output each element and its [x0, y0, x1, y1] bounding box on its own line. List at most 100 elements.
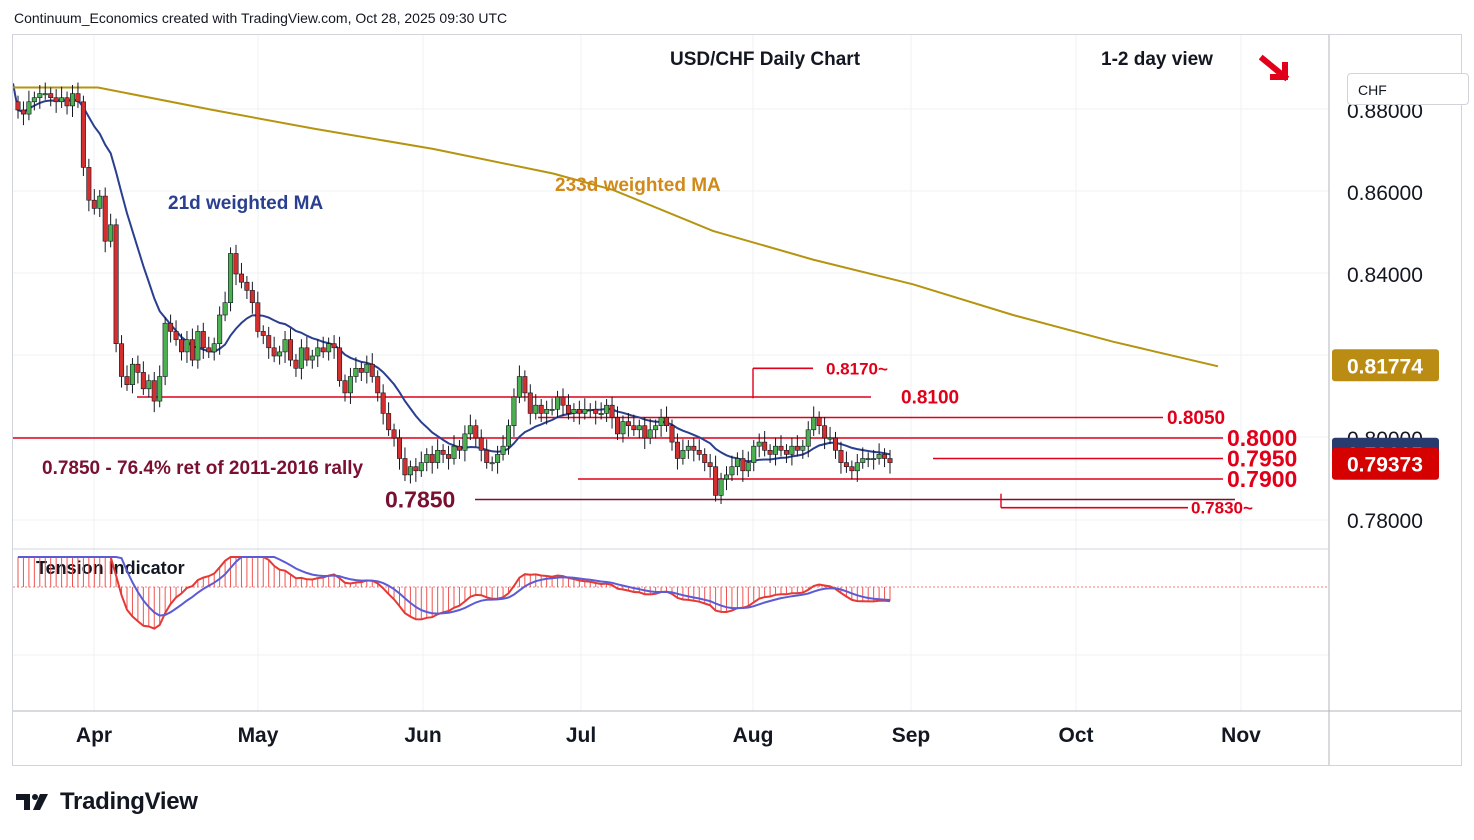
- candle-down: [266, 335, 272, 349]
- candle-down: [135, 363, 141, 373]
- candle-up: [282, 339, 288, 353]
- candle-down: [473, 425, 479, 439]
- candle-up: [773, 445, 779, 455]
- ma233-line: [13, 86, 1219, 368]
- price-tag-label-2: 0.79373: [1347, 454, 1423, 477]
- candle-down: [446, 454, 452, 459]
- candle-down: [778, 445, 784, 451]
- candle-down: [255, 302, 261, 332]
- candle-down: [358, 367, 364, 373]
- candle-down: [696, 449, 702, 455]
- tradingview-logo[interactable]: TradingView: [14, 788, 198, 816]
- axes: 0.880000.860000.840000.800000.78000AprMa…: [13, 35, 1461, 765]
- candle-up: [516, 376, 522, 398]
- candle-up: [789, 445, 795, 455]
- candle-up: [495, 454, 501, 463]
- candle-up: [827, 437, 833, 440]
- candle-up: [364, 363, 370, 373]
- candle-down: [48, 93, 54, 98]
- candle-down: [691, 445, 697, 451]
- candle-down: [337, 347, 343, 381]
- candle-down: [86, 167, 92, 201]
- candle-up: [555, 396, 561, 410]
- price-tag-0: [1332, 349, 1439, 382]
- ma233-label: 233d weighted MA: [555, 175, 721, 196]
- candle-down: [625, 421, 631, 427]
- candle-down: [15, 101, 21, 111]
- candle-up: [407, 466, 413, 476]
- candle-up: [604, 404, 610, 414]
- x-tick-label: Jun: [404, 724, 441, 747]
- candle-down: [75, 93, 81, 103]
- level-07850-label: 0.7850: [385, 487, 455, 513]
- candle-up: [647, 429, 653, 439]
- candle-up: [751, 445, 757, 463]
- candle-down: [80, 101, 86, 168]
- candle-down: [402, 458, 408, 476]
- candle-down: [882, 454, 888, 459]
- candle-down: [440, 449, 446, 455]
- candle-up: [217, 314, 223, 345]
- candle-up: [876, 454, 882, 459]
- candle-up: [146, 380, 152, 390]
- candle-up: [42, 93, 48, 96]
- candle-down: [707, 462, 713, 468]
- moving-averages: [13, 83, 1219, 463]
- level-08000-label: 0.8000: [1227, 425, 1297, 451]
- candle-up: [315, 347, 321, 357]
- candle-down: [794, 445, 800, 451]
- candle-down: [478, 437, 484, 451]
- level-07830-label: 0.7830~: [1191, 499, 1253, 518]
- support-resistance-levels: [13, 367, 1235, 509]
- candle-down: [396, 437, 402, 459]
- candle-down: [887, 458, 893, 463]
- candle-down: [631, 425, 637, 431]
- ma21-line: [13, 83, 891, 463]
- candle-up: [211, 343, 217, 353]
- candle-up: [871, 458, 877, 461]
- candle-up: [505, 425, 511, 447]
- candle-up: [108, 224, 114, 242]
- candle-down: [386, 413, 392, 431]
- candle-down: [849, 466, 855, 472]
- y-tick-label: 0.78000: [1347, 510, 1423, 533]
- tradingview-logo-icon: [16, 794, 48, 810]
- candle-down: [843, 462, 849, 468]
- candle-up: [467, 425, 473, 435]
- x-tick-label: Sep: [892, 724, 931, 747]
- x-tick-label: May: [238, 724, 279, 747]
- candle-up: [658, 417, 664, 426]
- candle-down: [206, 347, 212, 353]
- candle-down: [244, 281, 250, 291]
- candle-up: [729, 466, 735, 476]
- candle-down: [816, 417, 822, 426]
- candle-down: [233, 253, 239, 275]
- candle-up: [549, 408, 555, 411]
- candle-down: [740, 458, 746, 472]
- candle-down: [609, 404, 615, 418]
- candle-down: [179, 339, 185, 353]
- candle-down: [832, 437, 838, 451]
- candle-down: [669, 425, 675, 443]
- candle-down: [168, 322, 174, 332]
- candle-up: [435, 449, 441, 463]
- chart-frame[interactable]: 0.8170~ 0.8100 0.8050 0.8000 0.7950 0.7900 0.7…: [12, 34, 1469, 766]
- candle-up: [26, 101, 32, 115]
- candle-up: [723, 474, 729, 480]
- candle-up: [31, 97, 37, 103]
- candle-up: [222, 302, 228, 316]
- candle-down: [260, 331, 266, 336]
- chart-title: USD/CHF Daily Chart: [670, 49, 861, 70]
- candle-up: [451, 445, 457, 459]
- candle-up: [298, 347, 304, 369]
- currency-label[interactable]: CHF: [1347, 73, 1469, 105]
- candle-down: [783, 449, 789, 455]
- candle-up: [533, 404, 539, 414]
- candle-down: [293, 359, 299, 369]
- candle-up: [418, 462, 424, 472]
- candle-down: [53, 97, 59, 103]
- candle-down: [124, 376, 130, 385]
